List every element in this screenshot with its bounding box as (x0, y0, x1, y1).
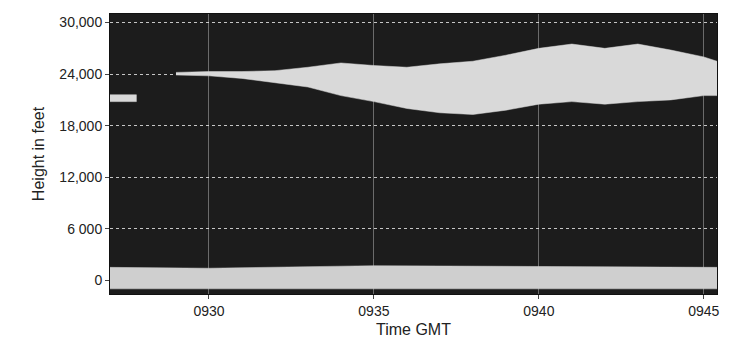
svg-text:30,000: 30,000 (59, 14, 102, 30)
svg-text:12,000: 12,000 (59, 169, 102, 185)
svg-text:0: 0 (94, 272, 102, 288)
svg-text:0945: 0945 (688, 303, 719, 319)
svg-text:0935: 0935 (358, 303, 389, 319)
svg-text:Time GMT: Time GMT (376, 321, 451, 338)
svg-text:24,000: 24,000 (59, 66, 102, 82)
svg-text:Height in feet: Height in feet (30, 106, 47, 201)
svg-text:18,000: 18,000 (59, 118, 102, 134)
svg-text:0930: 0930 (193, 303, 224, 319)
svg-text:0940: 0940 (523, 303, 554, 319)
svg-text:6 000: 6 000 (67, 221, 102, 237)
